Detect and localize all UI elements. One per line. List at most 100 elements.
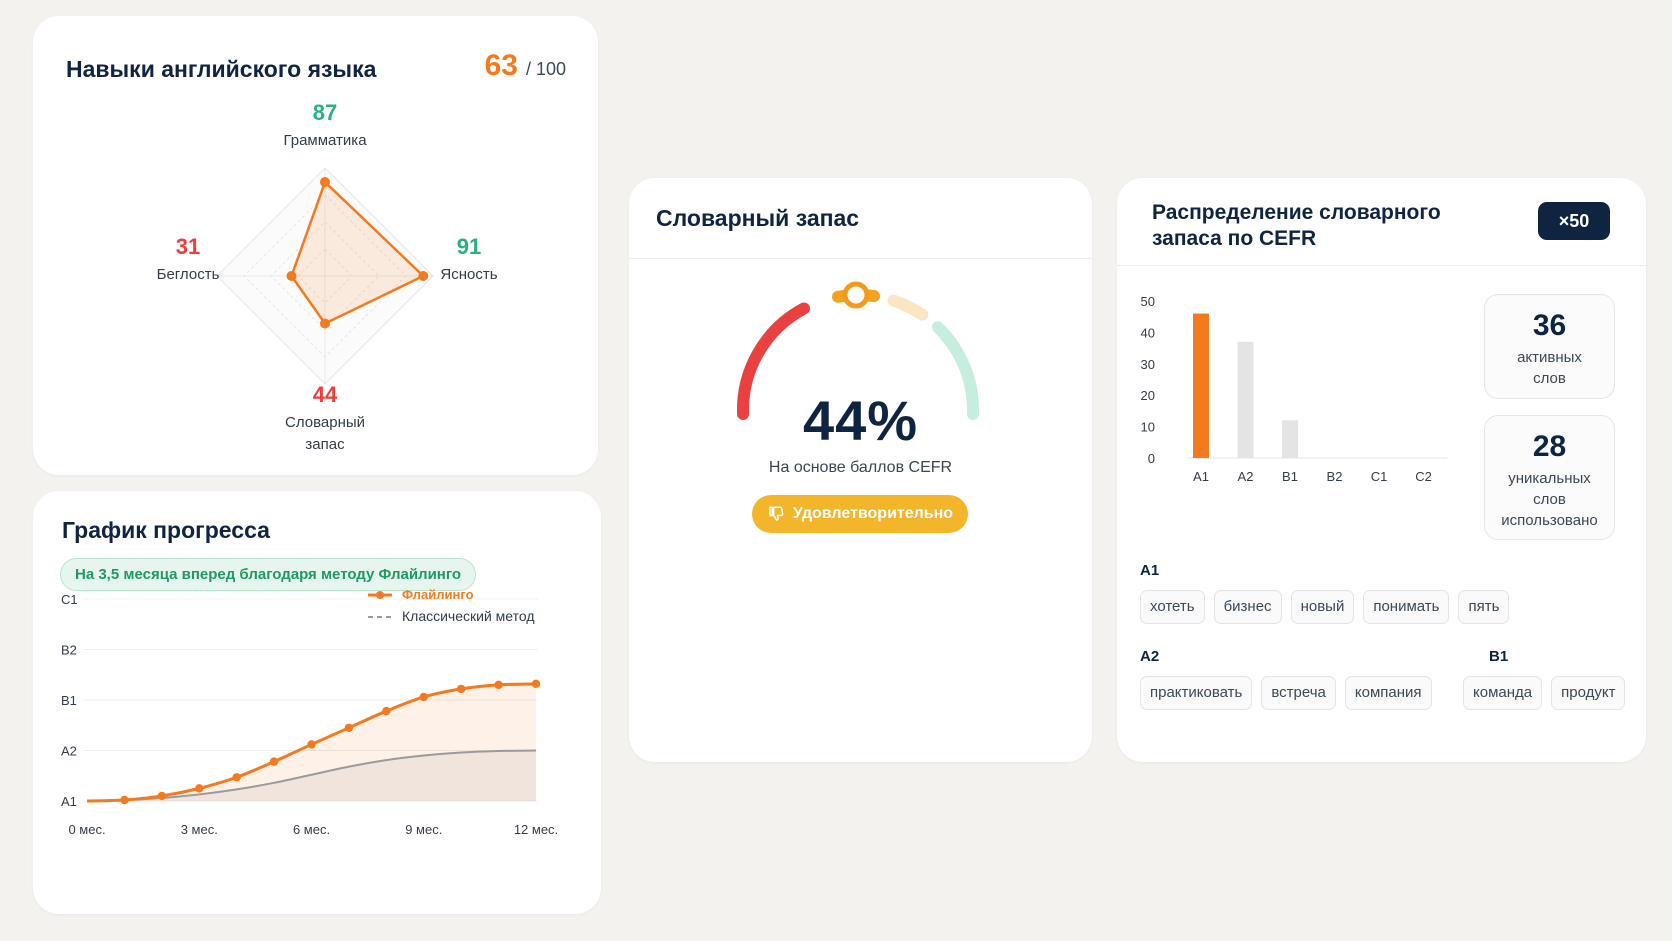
- x-tick-1: 3 мес.: [181, 822, 218, 837]
- gauge-arc-upper: [887, 294, 929, 321]
- flylingo-point-5: [269, 757, 279, 766]
- unique-words-stat: 28 уникальных слов использовано: [1484, 415, 1615, 540]
- radar-point-3: [286, 271, 297, 281]
- radar-label-grammar: 87 Грамматика: [235, 100, 415, 152]
- y-tick-B1: B1: [61, 693, 77, 708]
- active-words-stat: 36 активных слов: [1484, 294, 1615, 399]
- cefr-divider: [1117, 265, 1646, 266]
- y-tick-B2: B2: [61, 643, 77, 658]
- flylingo-point-12: [531, 679, 541, 689]
- progress-line-chart: A1 A2 B1 B2 C1 0 мес. 3 мес. 6 мес. 9 мес. 12 мес…: [61, 587, 558, 837]
- chips-a1: хотеть бизнес новый понимать пять: [1140, 590, 1510, 624]
- chips-b1: команда продукт: [1463, 676, 1626, 710]
- vocabulary-label-line1: Словарный: [284, 414, 366, 431]
- cefr-y-tick-30: 30: [1141, 357, 1155, 372]
- grammar-score: 87: [312, 100, 338, 125]
- flylingo-point-11: [494, 680, 503, 690]
- multiplier-badge[interactable]: ×50: [1538, 202, 1610, 240]
- x-tick-0: 0 мес.: [68, 822, 105, 837]
- radar-grid-ring: [297, 248, 353, 304]
- word-chip-b1[interactable]: команда: [1463, 676, 1543, 710]
- vocabulary-gauge: [737, 281, 979, 421]
- score-value: 63: [484, 49, 518, 82]
- progress-advantage-badge: На 3,5 месяца вперед благодаря методу Фл…: [60, 558, 477, 591]
- cefr-y-tick-0: 0: [1148, 451, 1155, 466]
- score-max: / 100: [525, 59, 566, 79]
- radar-label-clarity: 91 Ясность: [379, 234, 559, 286]
- flylingo-area: [87, 683, 536, 801]
- radar-point-2: [320, 318, 330, 329]
- cefr-y-tick-20: 20: [1141, 388, 1155, 403]
- unique-words-label-3: использовано: [1501, 512, 1598, 529]
- word-chip-a2[interactable]: встреча: [1261, 676, 1336, 710]
- vocabulary-percent: 44%: [802, 389, 919, 452]
- radar-label-vocabulary: 44 Словарный запас: [235, 382, 415, 456]
- active-words-label-1: активных: [1517, 349, 1582, 366]
- cefr-title: Распределение словарного запаса по CEFR: [1152, 201, 1441, 250]
- cefr-bar-A1: [1193, 313, 1209, 458]
- vocabulary-card: Словарный запас 44% На основе баллов CEF…: [629, 178, 1092, 762]
- word-chip-a1[interactable]: пять: [1458, 590, 1510, 624]
- level-heading-a2: A2: [1140, 648, 1160, 665]
- active-words-label-2: слов: [1533, 370, 1566, 387]
- cefr-bar-chart: 0 10 20 30 40 50 A1 A2 B1 B2 C1 C2: [1141, 294, 1447, 484]
- x-tick-4: 12 мес.: [514, 822, 558, 837]
- vocabulary-basis: На основе баллов CEFR: [768, 459, 953, 476]
- cefr-x-tick-A1: A1: [1193, 469, 1209, 484]
- word-chip-a1[interactable]: новый: [1290, 590, 1355, 624]
- word-chip-a2[interactable]: компания: [1344, 676, 1432, 710]
- word-chip-a1[interactable]: хотеть: [1140, 590, 1205, 624]
- word-chip-a1[interactable]: понимать: [1363, 590, 1450, 624]
- grade-label: Удовлетворительно: [792, 505, 954, 522]
- unique-words-label-1: уникальных: [1508, 470, 1591, 487]
- skills-card: Навыки английского языка 63 / 100 87 Гра…: [33, 16, 598, 475]
- skills-title: Навыки английского языка: [66, 56, 377, 82]
- overall-score: 63 / 100: [485, 49, 566, 83]
- gauge-arc-high: [931, 321, 979, 421]
- chips-a2: практиковать встреча компания: [1140, 676, 1432, 710]
- cefr-x-tick-B1: B1: [1282, 469, 1298, 484]
- level-heading-a1: A1: [1140, 562, 1160, 579]
- flylingo-point-1: [120, 795, 129, 805]
- gauge-arc-low: [737, 302, 811, 421]
- flylingo-point-4: [232, 773, 241, 782]
- word-chip-a1[interactable]: бизнес: [1213, 590, 1282, 624]
- vocabulary-score: 44: [312, 382, 338, 407]
- cefr-x-tick-A2: A2: [1238, 469, 1254, 484]
- progress-card: График прогресса На 3,5 месяца вперед бл…: [33, 491, 601, 914]
- vocabulary-title: Словарный запас: [656, 205, 860, 231]
- cefr-y-tick-50: 50: [1141, 294, 1155, 309]
- thumbs-down-icon: [769, 506, 784, 521]
- active-words-count: 36: [1532, 309, 1567, 342]
- fluency-score: 31: [175, 234, 201, 259]
- legend-flylingo-dot: [376, 591, 384, 599]
- x-tick-2: 6 мес.: [293, 822, 330, 837]
- vocabulary-divider: [629, 258, 1092, 259]
- flylingo-point-8: [382, 706, 391, 716]
- word-chip-b1[interactable]: продукт: [1551, 676, 1626, 710]
- grammar-label: Грамматика: [283, 132, 367, 149]
- cefr-x-tick-C1: C1: [1371, 469, 1388, 484]
- flylingo-point-6: [307, 740, 316, 749]
- vocabulary-label-line2: запас: [305, 436, 345, 453]
- flylingo-point-10: [456, 684, 466, 694]
- cefr-y-tick-40: 40: [1141, 325, 1155, 340]
- flylingo-point-7: [344, 723, 354, 732]
- cefr-x-tick-C2: C2: [1415, 469, 1432, 484]
- skills-radar-chart: [216, 167, 434, 385]
- word-chip-a2[interactable]: практиковать: [1140, 676, 1253, 710]
- radar-label-fluency: 31 Беглость: [98, 234, 278, 286]
- radar-point-1: [418, 271, 429, 281]
- flylingo-point-3: [195, 784, 204, 793]
- flylingo-point-9: [419, 692, 428, 702]
- fluency-label: Беглость: [156, 266, 220, 283]
- legend-flylingo-label: Флайлинго: [402, 587, 474, 602]
- cefr-y-tick-10: 10: [1141, 420, 1155, 435]
- clarity-label: Ясность: [440, 266, 498, 283]
- legend-classic-label: Классический метод: [402, 608, 535, 624]
- flylingo-point-2: [157, 791, 167, 801]
- y-tick-C1: C1: [61, 592, 78, 607]
- progress-title: График прогресса: [62, 517, 270, 543]
- cefr-distribution-card: Распределение словарного запаса по CEFR …: [1117, 178, 1646, 762]
- clarity-score: 91: [456, 234, 482, 259]
